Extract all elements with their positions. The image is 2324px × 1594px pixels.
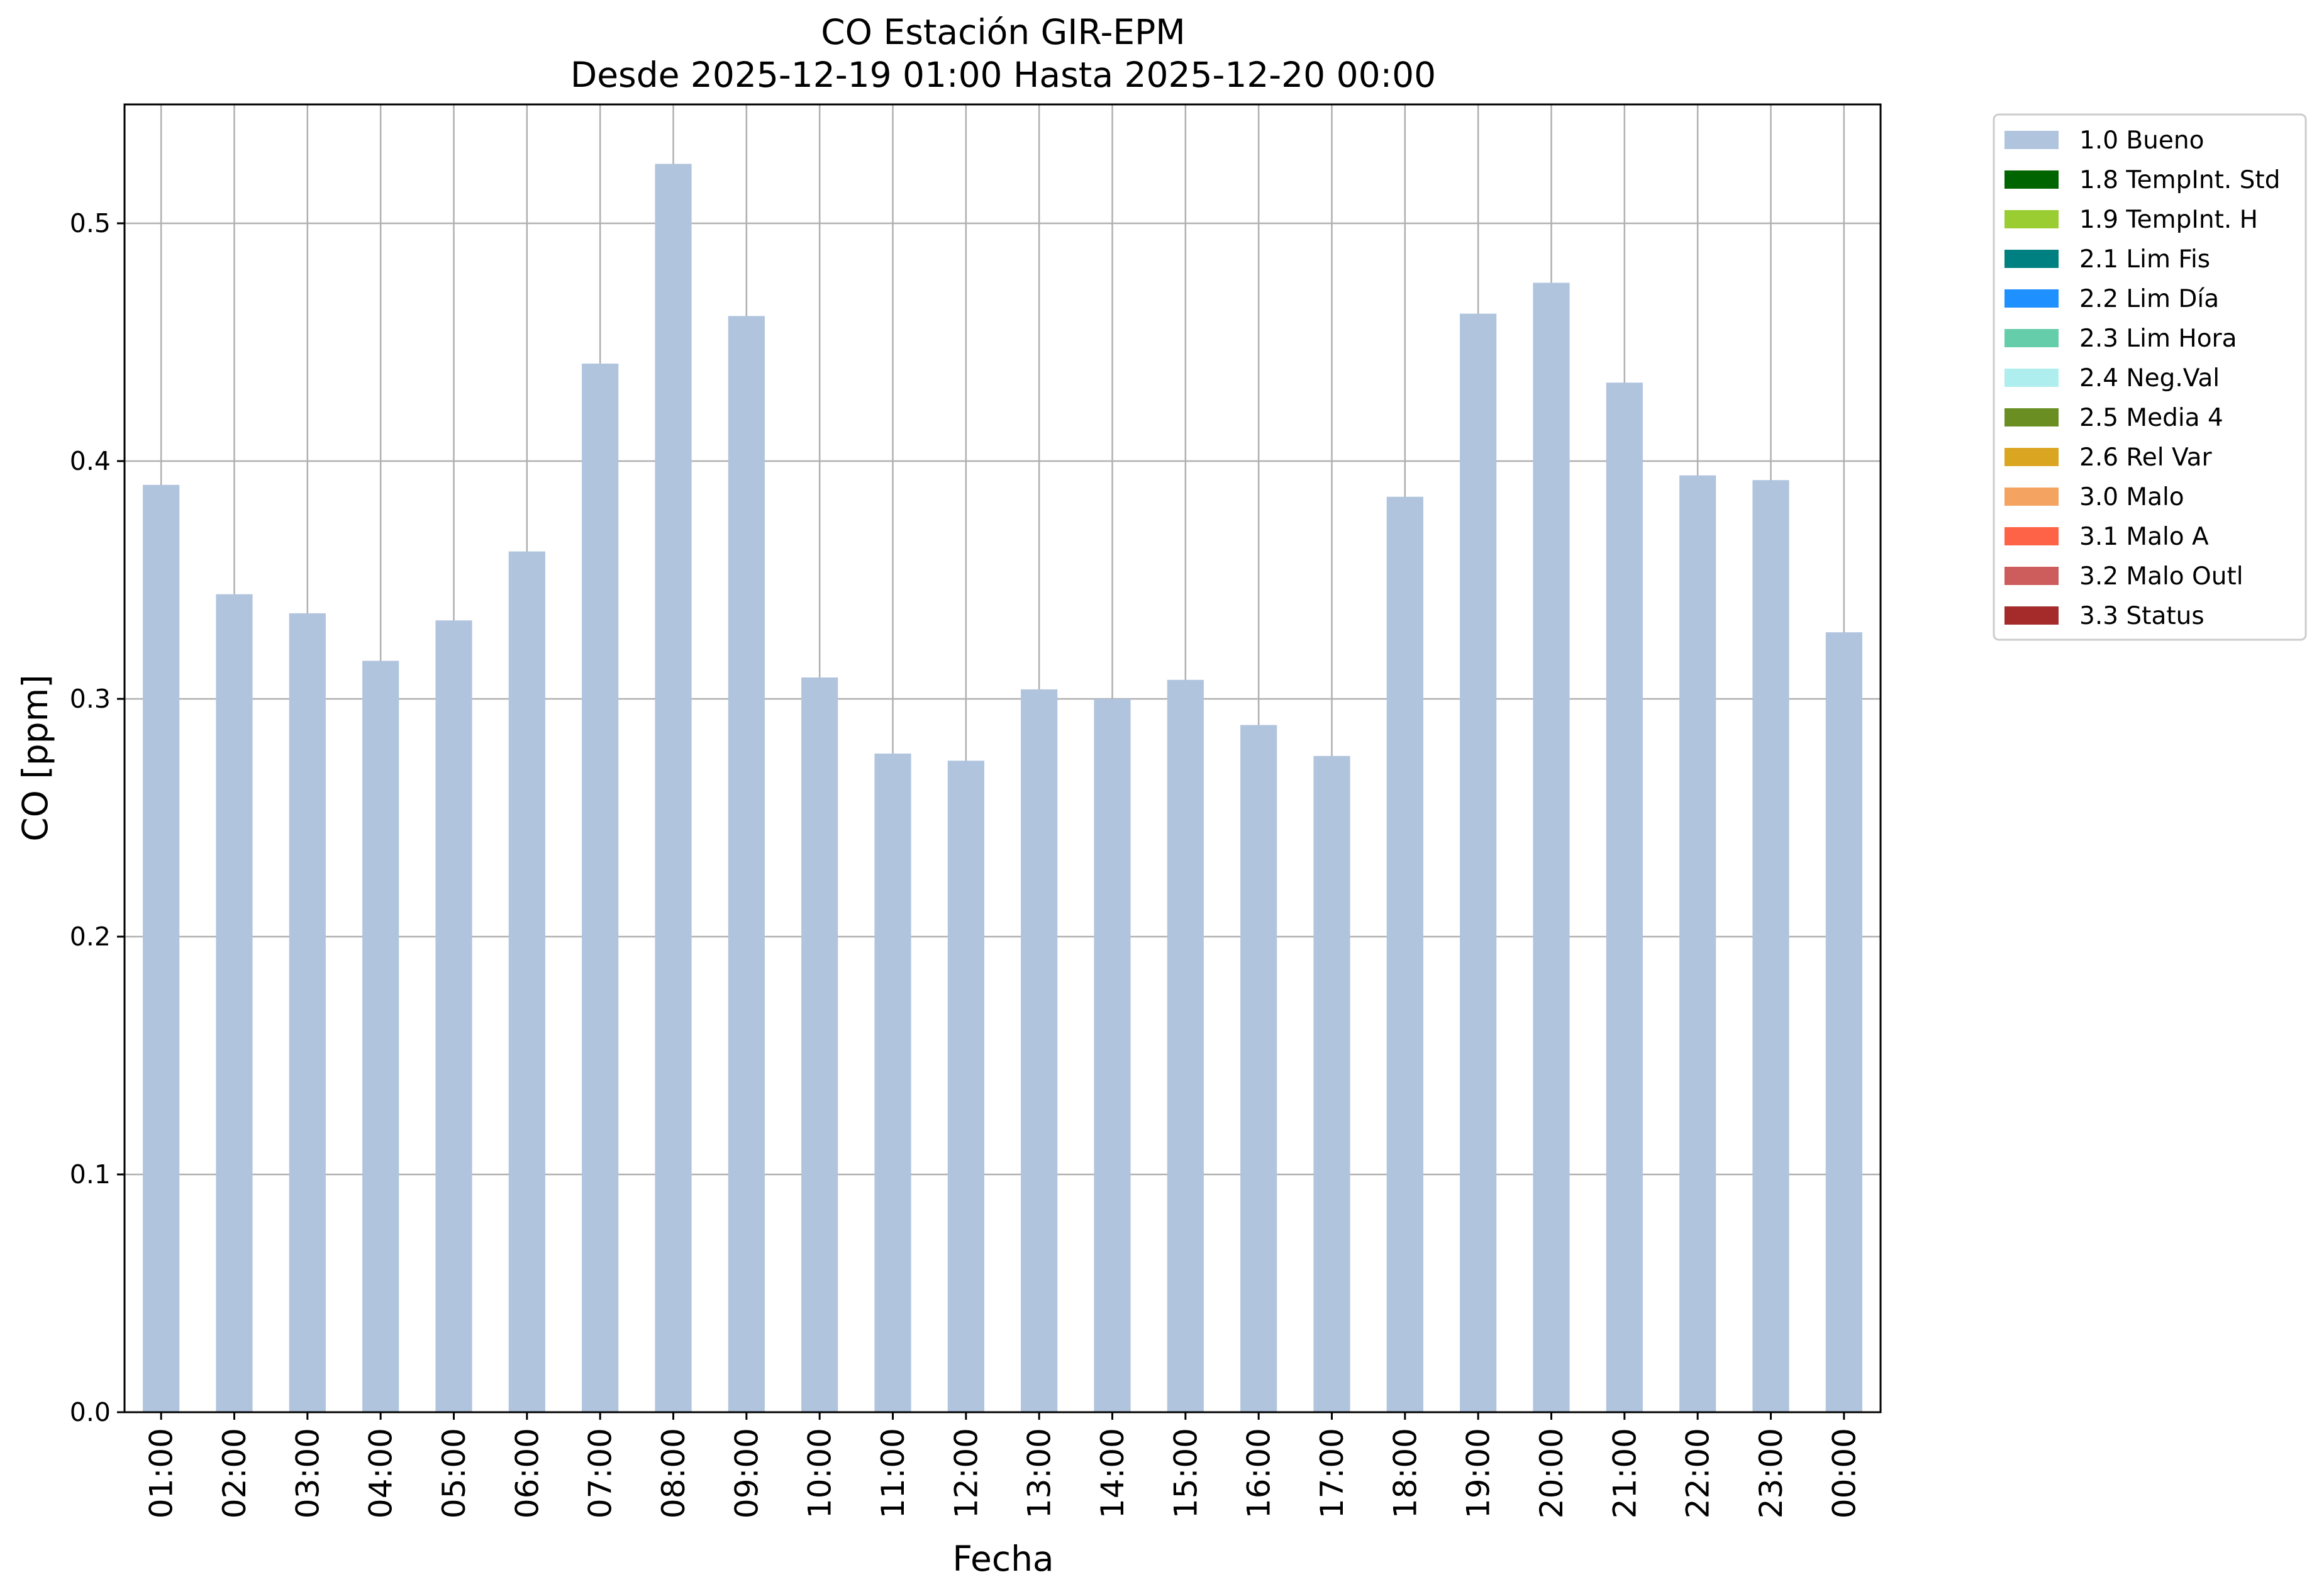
bar-02:00 [216, 594, 253, 1413]
legend-swatch [2004, 606, 2059, 625]
bar-00:00 [1825, 632, 1862, 1413]
bar-22:00 [1679, 475, 1716, 1413]
bar-01:00 [143, 484, 180, 1412]
legend: 1.0 Bueno 1.8 TempInt. Std 1.9 TempInt. H 2… [1993, 113, 2307, 641]
legend-swatch [2004, 210, 2059, 228]
x-tick-label: 14:00 [1094, 1428, 1131, 1519]
y-tick-label: 0.2 [70, 922, 111, 952]
legend-swatch [2004, 448, 2059, 466]
legend-swatch [2004, 408, 2059, 426]
bar-series [143, 164, 1862, 1413]
bar-13:00 [1021, 689, 1058, 1412]
bar-14:00 [1094, 699, 1131, 1412]
x-tick-label: 16:00 [1241, 1428, 1277, 1519]
bar-09:00 [728, 316, 765, 1412]
legend-label: 2.3 Lim Hora [2079, 325, 2237, 353]
bar-06:00 [508, 551, 545, 1412]
bar-10:00 [801, 677, 838, 1412]
x-tick-label: 03:00 [289, 1428, 326, 1519]
x-tick-label: 11:00 [875, 1428, 911, 1519]
x-tick-label: 20:00 [1533, 1428, 1570, 1519]
bar-15:00 [1167, 679, 1204, 1412]
x-tick-label: 12:00 [948, 1428, 984, 1519]
x-tick-label: 17:00 [1314, 1428, 1350, 1519]
legend-label: 3.3 Status [2079, 602, 2204, 630]
plot-frame [123, 103, 1882, 1413]
bar-23:00 [1752, 480, 1789, 1412]
legend-label: 2.5 Media 4 [2079, 404, 2223, 432]
x-tick-label: 13:00 [1021, 1428, 1058, 1519]
legend-swatch [2004, 250, 2059, 268]
x-tick-label: 18:00 [1387, 1428, 1423, 1519]
legend-swatch [2004, 567, 2059, 585]
x-tick-label: 10:00 [802, 1428, 838, 1519]
legend-label: 3.0 Malo [2079, 483, 2184, 511]
x-tick-label: 09:00 [728, 1428, 765, 1519]
chart-subtitle: Desde 2025-12-19 01:00 Hasta 2025-12-20 … [570, 55, 1436, 95]
legend-label: 2.2 Lim Día [2079, 285, 2219, 313]
x-axis-ticks: 01:00 02:00 03:00 04:00 05:00 06:00 07:00 08:00… [143, 1412, 1862, 1519]
x-tick-label: 15:00 [1167, 1428, 1204, 1519]
y-axis-ticks: 0.0 0.1 0.2 0.3 0.4 0.5 [70, 208, 125, 1427]
bar-03:00 [289, 613, 326, 1413]
bar-04:00 [362, 660, 399, 1412]
y-axis-label: CO [ppm] [15, 674, 55, 842]
legend-label: 2.6 Rel Var [2079, 443, 2213, 472]
x-tick-label: 23:00 [1753, 1428, 1789, 1519]
bar-08:00 [655, 164, 692, 1412]
x-tick-label: 19:00 [1460, 1428, 1497, 1519]
bar-17:00 [1313, 755, 1350, 1412]
bar-19:00 [1460, 313, 1497, 1412]
legend-swatch [2004, 329, 2059, 347]
x-tick-label: 01:00 [143, 1428, 180, 1519]
chart-title: CO Estación GIR-EPM [821, 12, 1185, 52]
x-tick-label: 00:00 [1826, 1428, 1862, 1519]
x-tick-label: 08:00 [655, 1428, 692, 1519]
y-tick-label: 0.5 [70, 208, 111, 238]
legend-swatch [2004, 527, 2059, 545]
legend-label: 2.4 Neg.Val [2079, 364, 2220, 393]
legend-swatch [2004, 289, 2059, 308]
x-tick-label: 02:00 [216, 1428, 253, 1519]
bar-16:00 [1240, 725, 1277, 1412]
legend-label: 3.2 Malo Outl [2079, 562, 2243, 591]
y-tick-label: 0.1 [70, 1159, 111, 1190]
bar-21:00 [1606, 382, 1643, 1412]
legend-label: 1.9 TempInt. H [2079, 206, 2258, 234]
bar-18:00 [1386, 496, 1423, 1413]
y-tick-label: 0.3 [70, 684, 111, 714]
x-tick-label: 05:00 [436, 1428, 472, 1519]
bar-12:00 [947, 761, 984, 1412]
legend-label: 1.8 TempInt. Std [2079, 166, 2280, 194]
legend-box [1993, 113, 2307, 641]
bar-20:00 [1533, 282, 1570, 1412]
legend-swatch [2004, 488, 2059, 506]
bar-11:00 [874, 753, 911, 1412]
x-tick-label: 06:00 [509, 1428, 545, 1519]
legend-label: 2.1 Lim Fis [2079, 245, 2210, 274]
legend-swatch [2004, 170, 2059, 189]
x-tick-label: 21:00 [1606, 1428, 1643, 1519]
legend-swatch [2004, 131, 2059, 149]
x-axis-label: Fecha [952, 1539, 1054, 1579]
bar-07:00 [582, 364, 619, 1412]
y-tick-label: 0.0 [70, 1397, 111, 1427]
x-tick-label: 07:00 [582, 1428, 619, 1519]
legend-swatch [2004, 369, 2059, 387]
legend-label: 3.1 Malo A [2079, 523, 2209, 551]
x-tick-label: 04:00 [363, 1428, 399, 1519]
x-tick-label: 22:00 [1680, 1428, 1716, 1519]
y-tick-label: 0.4 [70, 446, 111, 476]
bar-05:00 [435, 620, 472, 1412]
legend-label: 1.0 Bueno [2079, 126, 2204, 155]
